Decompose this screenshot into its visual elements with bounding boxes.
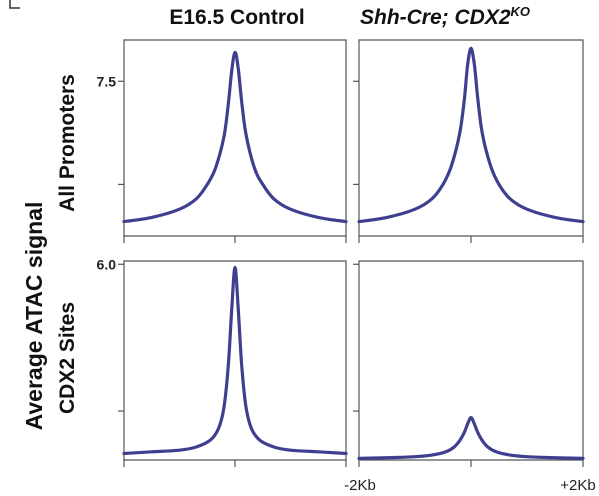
panel-frame [123, 39, 347, 237]
panel-frame [358, 260, 584, 461]
y-axis-label: Average ATAC signal [21, 202, 47, 431]
column-title-control: E16.5 Control [169, 6, 304, 29]
row-label-cdx2-sites: CDX2 Sites [56, 302, 79, 414]
x-tick-label-max: +2Kb [560, 477, 595, 494]
panel-3: 6.0 [97, 256, 348, 467]
panel-2 [353, 39, 585, 243]
panel-4 [353, 260, 585, 467]
column-title-knockout-superscript: KO [511, 4, 531, 19]
y-tick-label: 7.5 [97, 73, 117, 89]
panels-group: 7.5 6.0 [97, 39, 585, 467]
column-title-knockout-main: Shh-Cre; CDX2 [360, 6, 511, 29]
y-tick-label: 6.0 [97, 256, 117, 272]
row-label-all-promoters: All Promoters [56, 74, 79, 212]
x-tick-label-min: -2Kb [344, 477, 376, 494]
panel-frame [358, 39, 584, 237]
signal-curve [357, 46, 585, 224]
signal-curve [357, 416, 585, 460]
signal-curve [122, 265, 348, 456]
panel-1: 7.5 [97, 39, 348, 243]
panel-frame [123, 260, 347, 461]
signal-curve [122, 50, 348, 224]
panel-corner-mark [9, 0, 20, 9]
column-title-knockout: Shh-Cre; CDX2KO [360, 4, 530, 29]
